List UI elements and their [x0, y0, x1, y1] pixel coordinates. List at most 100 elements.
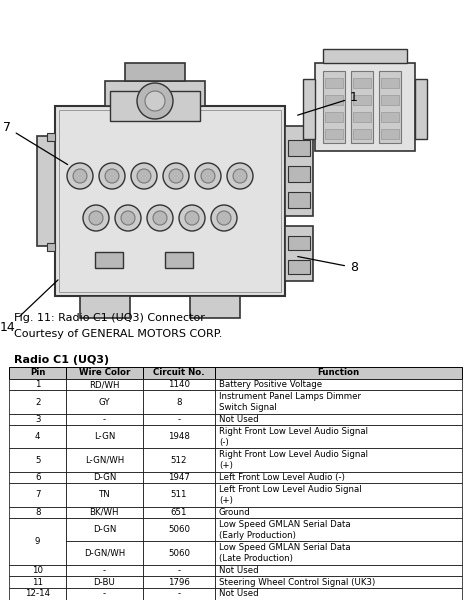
Bar	[415, 79, 427, 139]
Circle shape	[185, 211, 199, 225]
Bar	[325, 78, 343, 88]
Bar	[143, 541, 215, 565]
Bar	[215, 506, 462, 518]
Text: Courtesy of GENERAL MOTORS CORP.: Courtesy of GENERAL MOTORS CORP.	[14, 329, 222, 339]
Text: Left Front Low Level Audio Signal
(+): Left Front Low Level Audio Signal (+)	[219, 485, 361, 505]
Circle shape	[67, 163, 93, 189]
Text: L-GN: L-GN	[94, 433, 115, 442]
Text: -: -	[178, 415, 180, 424]
Bar	[325, 112, 343, 122]
Text: Function: Function	[317, 368, 359, 377]
Bar	[105, 81, 205, 106]
Bar	[381, 95, 399, 105]
Bar	[143, 425, 215, 448]
Circle shape	[137, 169, 151, 183]
Bar	[379, 71, 401, 143]
Bar	[215, 518, 462, 541]
Bar	[143, 518, 215, 541]
Text: D-GN: D-GN	[93, 473, 116, 482]
Bar	[9, 588, 66, 599]
Text: 3: 3	[35, 415, 41, 424]
Text: Battery Positive Voltage: Battery Positive Voltage	[219, 380, 322, 389]
Text: 5060: 5060	[168, 548, 190, 557]
Text: Circuit No.: Circuit No.	[153, 368, 205, 377]
Bar	[66, 576, 143, 588]
Bar	[190, 296, 240, 318]
Text: -: -	[103, 415, 106, 424]
Text: Right Front Low Level Audio Signal
(-): Right Front Low Level Audio Signal (-)	[219, 427, 368, 446]
Text: Fig. 11: Radio C1 (UQ3) Connector: Fig. 11: Radio C1 (UQ3) Connector	[14, 313, 205, 323]
Text: 7: 7	[3, 121, 68, 164]
Bar	[95, 252, 123, 268]
Bar	[381, 112, 399, 122]
Bar	[66, 484, 143, 506]
Bar	[9, 518, 66, 565]
Bar	[143, 391, 215, 413]
Bar	[9, 472, 66, 484]
Bar	[351, 71, 373, 143]
Bar	[325, 95, 343, 105]
Text: 5: 5	[35, 455, 41, 464]
Bar	[66, 425, 143, 448]
Bar	[353, 112, 371, 122]
Text: TN: TN	[98, 490, 110, 499]
Bar	[143, 484, 215, 506]
Bar	[9, 379, 66, 391]
Circle shape	[163, 163, 189, 189]
Text: RD/WH: RD/WH	[89, 380, 120, 389]
Circle shape	[121, 211, 135, 225]
Text: Not Used: Not Used	[219, 566, 259, 575]
Text: Not Used: Not Used	[219, 415, 259, 424]
Bar	[285, 126, 313, 216]
Text: 4: 4	[35, 433, 41, 442]
Text: Not Used: Not Used	[219, 589, 259, 598]
Circle shape	[179, 205, 205, 231]
Bar	[37, 136, 55, 246]
Circle shape	[195, 163, 221, 189]
Bar	[215, 588, 462, 599]
Text: 1796: 1796	[168, 578, 190, 587]
Bar	[9, 576, 66, 588]
Bar	[66, 413, 143, 425]
Bar	[66, 506, 143, 518]
Bar	[215, 472, 462, 484]
Text: D-GN/WH: D-GN/WH	[84, 548, 125, 557]
Bar	[215, 576, 462, 588]
Text: GY: GY	[98, 398, 110, 407]
Bar	[9, 448, 66, 472]
Text: 7: 7	[35, 490, 41, 499]
Bar	[66, 541, 143, 565]
Text: 1948: 1948	[168, 433, 190, 442]
Bar	[110, 91, 200, 121]
Text: -: -	[103, 589, 106, 598]
Bar	[353, 95, 371, 105]
Circle shape	[233, 169, 247, 183]
Bar	[215, 565, 462, 576]
Text: 5060: 5060	[168, 526, 190, 535]
Bar	[323, 71, 345, 143]
Text: 14: 14	[0, 280, 58, 334]
Text: -: -	[178, 566, 180, 575]
Text: 10: 10	[32, 566, 43, 575]
Bar	[215, 484, 462, 506]
Bar	[125, 63, 185, 81]
Bar	[288, 260, 310, 274]
Bar	[80, 296, 130, 318]
Circle shape	[147, 205, 173, 231]
Bar	[66, 588, 143, 599]
Bar	[143, 576, 215, 588]
Bar	[285, 226, 313, 281]
Circle shape	[105, 169, 119, 183]
Bar	[9, 425, 66, 448]
Bar	[66, 472, 143, 484]
Bar	[288, 192, 310, 208]
Bar	[143, 413, 215, 425]
Bar	[55, 106, 285, 296]
Circle shape	[201, 169, 215, 183]
Bar	[9, 565, 66, 576]
Bar	[353, 78, 371, 88]
Circle shape	[227, 163, 253, 189]
Circle shape	[131, 163, 157, 189]
Bar	[66, 367, 143, 379]
Bar	[215, 448, 462, 472]
